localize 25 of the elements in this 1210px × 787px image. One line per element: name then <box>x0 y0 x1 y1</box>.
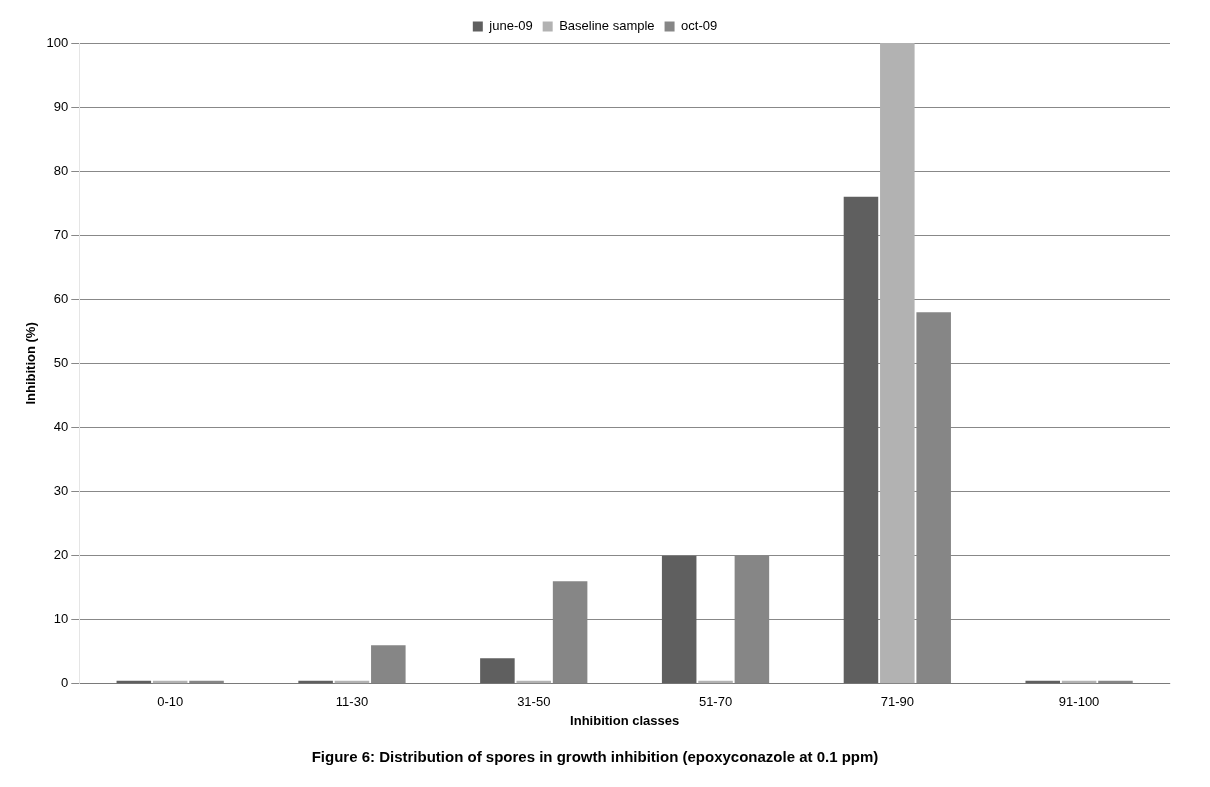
y-tick-label: 20 <box>53 547 69 563</box>
x-tick-label: 0-10 <box>157 694 184 710</box>
bar <box>843 196 879 684</box>
bar <box>880 43 915 684</box>
text: Figure 6: Distribution of spores in growth inhibition (epoxyconazole at 0.1 ppm) <box>311 748 879 766</box>
y-tick-label: 0 <box>61 675 69 691</box>
y-tick-label: 100 <box>46 34 69 50</box>
y-tick-label: 30 <box>53 483 69 499</box>
y-tick-label: 40 <box>53 419 69 435</box>
legend-label: june-09 <box>488 18 533 34</box>
x-tick-label: 31-50 <box>517 694 551 710</box>
y-tick-label: 90 <box>53 98 69 114</box>
x-tick-label: 11-30 <box>335 694 369 710</box>
x-axis-title: Inhibition classes <box>570 712 680 728</box>
y-tick-label: 50 <box>53 354 69 370</box>
y-axis-title: Inhibition (%) <box>23 322 39 405</box>
x-tick-label: 51-70 <box>698 694 733 710</box>
y-tick-label: 80 <box>53 162 69 178</box>
legend-label: Baseline sample <box>559 18 655 34</box>
x-tick-label: 71-90 <box>880 694 914 710</box>
y-tick-label: 60 <box>53 290 69 306</box>
y-tick-label: 70 <box>53 226 69 242</box>
x-tick-label: 91-100 <box>1058 694 1100 710</box>
y-tick-label: 10 <box>53 611 69 627</box>
legend-label: oct-09 <box>681 18 718 34</box>
